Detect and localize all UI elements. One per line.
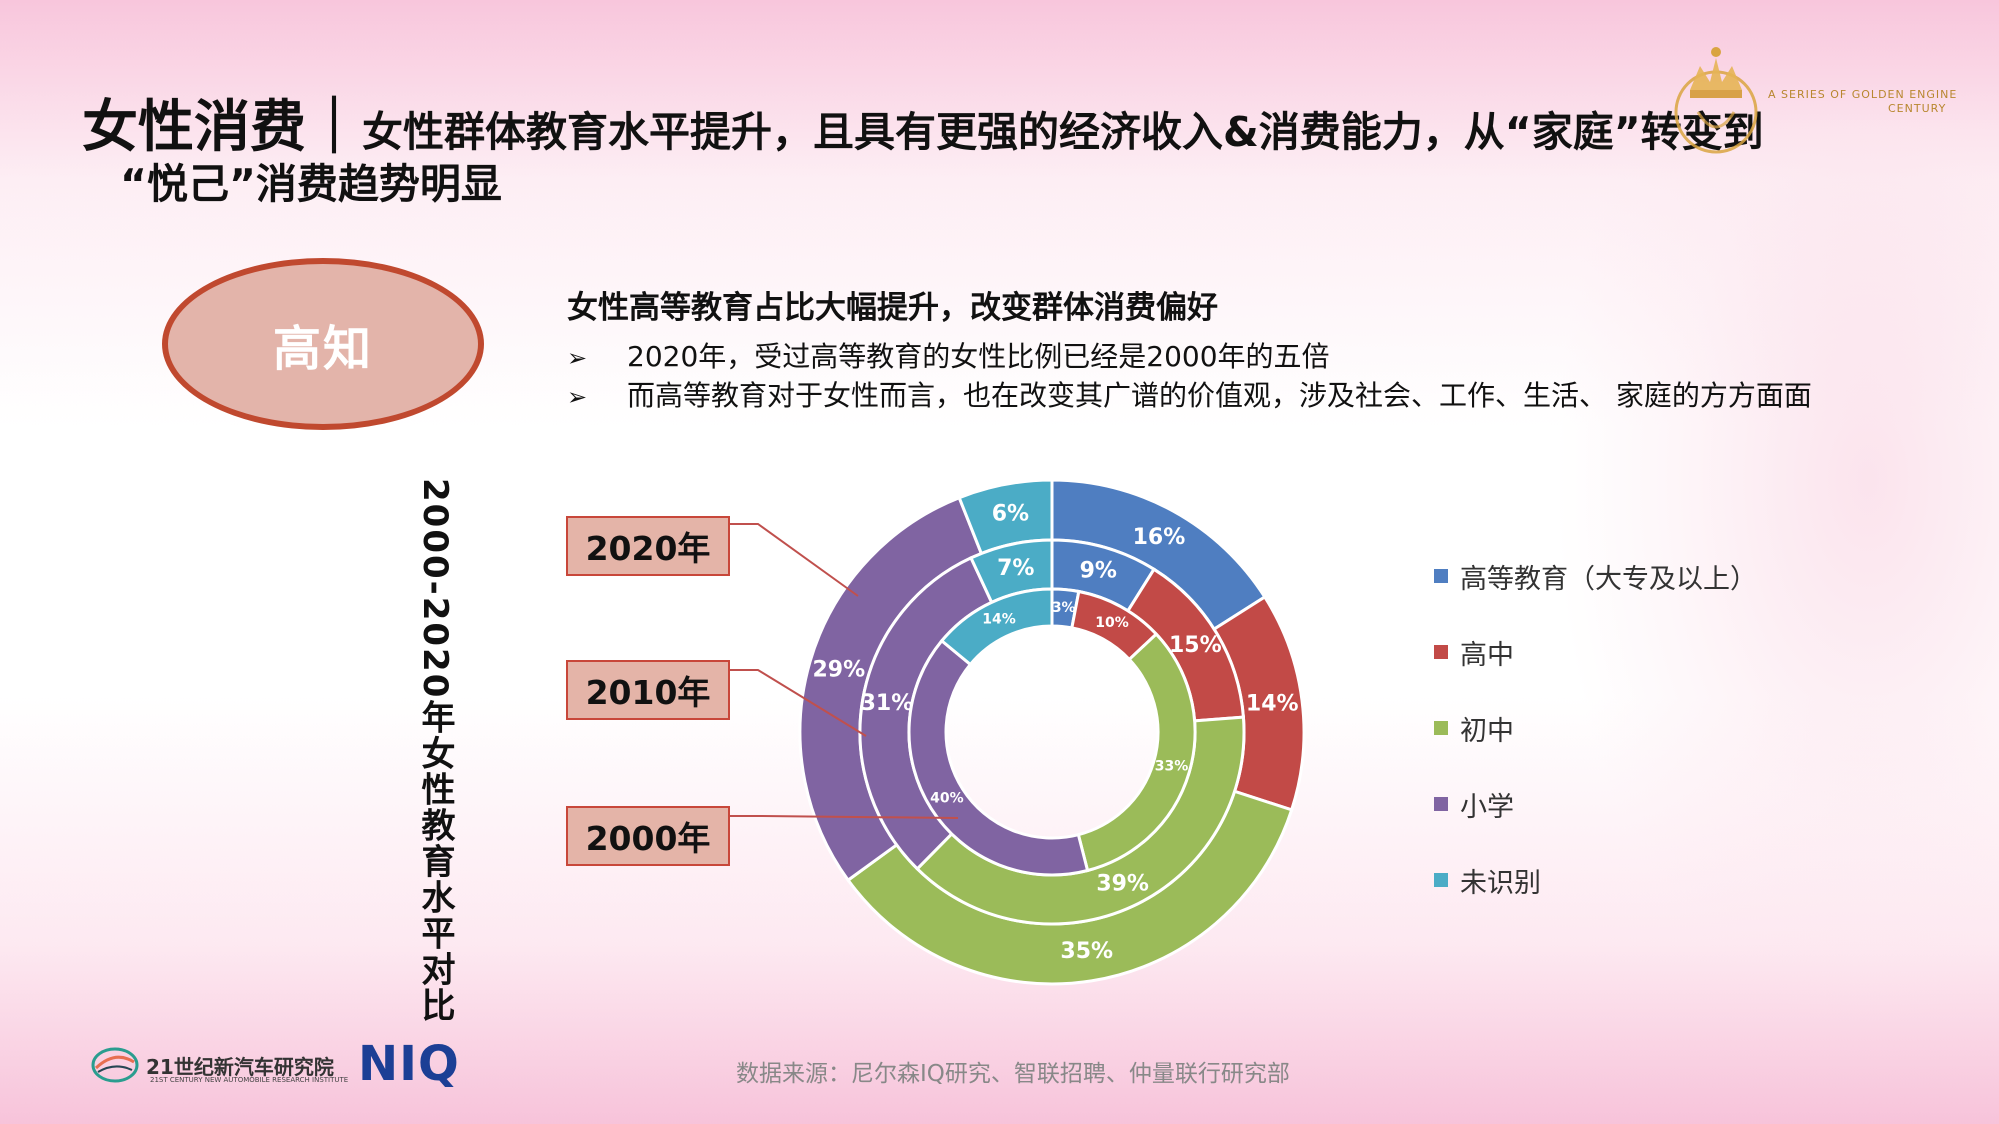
data-source: 数据来源：尼尔森IQ研究、智联招聘、仲量联行研究部 bbox=[736, 1061, 1290, 1087]
brand-text: A SERIES OF GOLDEN ENGINE CENTURY bbox=[1768, 88, 1958, 115]
bullet-list: ➢ 2020年，受过高等教育的女性比例已经是2000年的五倍 ➢ 而高等教育对于女性… bbox=[567, 338, 1812, 416]
background-silhouette bbox=[1560, 120, 1999, 1020]
niq-logo: NIQ bbox=[358, 1036, 460, 1092]
leader-line-2000 bbox=[730, 815, 959, 819]
legend-item-unknown: 未识别 bbox=[1434, 842, 1757, 918]
data-label-2000-primary: 40% bbox=[930, 791, 964, 807]
section-subheading: 女性高等教育占比大幅提升，改变群体消费偏好 bbox=[567, 290, 1218, 326]
legend-item-primary: 小学 bbox=[1434, 766, 1757, 842]
leader-line-2020 bbox=[730, 523, 859, 597]
arrow-bullet-icon: ➢ bbox=[567, 383, 588, 411]
institute-name: 21世纪新汽车研究院 bbox=[146, 1054, 334, 1079]
brand-logo: A SERIES OF GOLDEN ENGINE CENTURY bbox=[1668, 42, 1988, 162]
legend-swatch bbox=[1434, 873, 1448, 887]
bullet-item: ➢ 而高等教育对于女性而言，也在改变其广谱的价值观，涉及社会、工作、生活、 家庭的… bbox=[567, 377, 1812, 416]
legend-item-higher: 高等教育（大专及以上） bbox=[1434, 538, 1757, 614]
data-label-2000-higher: 3% bbox=[1052, 600, 1076, 616]
data-label-2020-primary: 29% bbox=[812, 658, 865, 683]
data-label-2020-middle: 35% bbox=[1060, 939, 1113, 964]
bullet-item: ➢ 2020年，受过高等教育的女性比例已经是2000年的五倍 bbox=[567, 338, 1812, 377]
crown-crest-icon bbox=[1674, 47, 1758, 154]
donut-slice-2000-primary bbox=[907, 638, 1090, 877]
chart-legend: 高等教育（大专及以上） 高中 初中 小学 未识别 bbox=[1434, 538, 1757, 918]
data-label-2000-middle: 33% bbox=[1155, 759, 1189, 775]
chart-vertical-title: 2000-2020年女性教育水平对比 bbox=[415, 478, 455, 1024]
legend-item-middle: 初中 bbox=[1434, 690, 1757, 766]
year-label-2000: 2000年 bbox=[566, 806, 730, 866]
year-label-2010: 2010年 bbox=[566, 660, 730, 720]
data-label-2010-unknown: 7% bbox=[997, 556, 1034, 581]
data-label-2020-high-school: 14% bbox=[1246, 692, 1299, 717]
data-label-2000-unknown: 14% bbox=[982, 611, 1016, 627]
arrow-bullet-icon: ➢ bbox=[567, 344, 588, 372]
data-label-2010-higher: 9% bbox=[1080, 559, 1117, 584]
data-label-2010-high-school: 15% bbox=[1169, 633, 1222, 658]
title-rest: 女性群体教育水平提升，且具有更强的经济收入&消费能力，从“家庭”转变到 bbox=[362, 108, 1764, 156]
legend-item-high-school: 高中 bbox=[1434, 614, 1757, 690]
institute-name-en: 21ST CENTURY NEW AUTOMOBILE RESEARCH INS… bbox=[150, 1076, 349, 1084]
institute-logo: 21世纪新汽车研究院 21ST CENTURY NEW AUTOMOBILE R… bbox=[90, 1040, 348, 1090]
data-label-2010-middle: 39% bbox=[1096, 871, 1149, 896]
data-label-2010-primary: 31% bbox=[861, 691, 914, 716]
data-label-2000-high-school: 10% bbox=[1095, 615, 1129, 631]
data-label-2020-unknown: 6% bbox=[992, 501, 1029, 526]
leader-line-2010 bbox=[730, 669, 867, 737]
title-lead: 女性消费｜ bbox=[82, 95, 362, 160]
institute-emblem-icon bbox=[91, 1047, 139, 1083]
title-line2: “悦己”消费趋势明显 bbox=[120, 160, 502, 208]
legend-swatch bbox=[1434, 721, 1448, 735]
legend-swatch bbox=[1434, 645, 1448, 659]
page-title: 女性消费｜女性群体教育水平提升，且具有更强的经济收入&消费能力，从“家庭”转变到… bbox=[82, 82, 1932, 208]
legend-swatch bbox=[1434, 797, 1448, 811]
data-label-2020-higher: 16% bbox=[1133, 525, 1186, 550]
year-label-2020: 2020年 bbox=[566, 516, 730, 576]
gaozhi-badge: 高知 bbox=[162, 258, 484, 430]
badge-label: 高知 bbox=[272, 321, 373, 377]
legend-swatch bbox=[1434, 569, 1448, 583]
donut-slice-2000-unknown bbox=[939, 587, 1054, 667]
